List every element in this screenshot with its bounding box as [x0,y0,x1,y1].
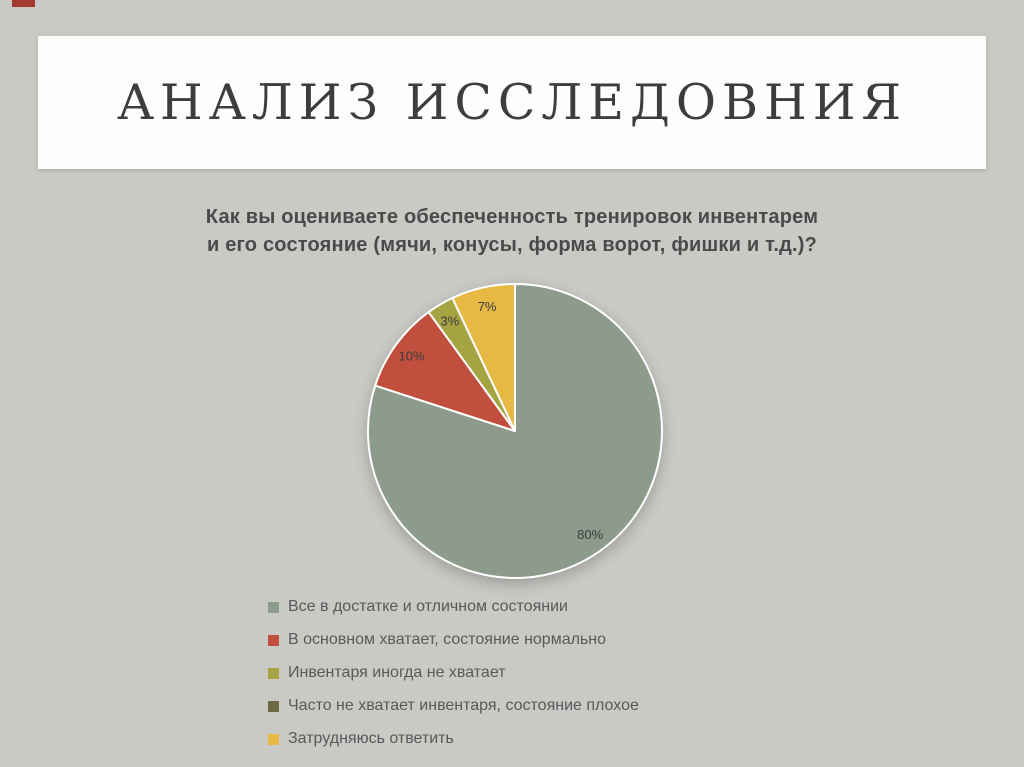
pie-slice-label: 3% [441,313,460,328]
legend-swatch [268,601,279,613]
pie-slice-label: 10% [398,348,424,363]
legend-item: Все в достатке и отличном состоянии [268,597,639,617]
pie-chart: 80% 10% 3% 7% [315,231,715,631]
legend-item: Часто не хватает инвентаря, состояние пл… [268,696,639,716]
slide-corner-accent [12,0,35,7]
question-line-2: и его состояние (мячи, конусы, форма вор… [206,234,818,256]
legend-swatch [268,634,279,646]
chart-question: Как вы оцениваете обеспеченность трениро… [0,203,1024,259]
chart-legend: Все в достатке и отличном состоянии В осн… [268,597,639,762]
pie-slice [451,283,516,432]
pie-slice [374,311,516,432]
pie-chart-svg: 80% 10% 3% 7% [367,283,663,579]
legend-label: Часто не хватает инвентаря, состояние пл… [288,697,639,714]
pie-slice-label: 7% [478,299,497,314]
slide-title: АНАЛИЗ ИССЛЕДОВНИЯ [116,74,908,131]
pie-slice-label: 80% [577,527,603,542]
legend-label: В основном хватает, состояние нормально [288,631,606,648]
legend-swatch [268,733,279,745]
legend-swatch [268,667,279,679]
legend-item: Инвентаря иногда не хватает [268,663,639,683]
legend-label: Затрудняюсь ответить [288,730,454,747]
legend-label: Инвентаря иногда не хватает [288,664,506,681]
legend-item: В основном хватает, состояние нормально [268,630,639,650]
title-banner: АНАЛИЗ ИССЛЕДОВНИЯ [38,36,986,169]
legend-item: Затрудняюсь ответить [268,729,639,749]
legend-swatch [268,700,279,712]
legend-label: Все в достатке и отличном состоянии [288,598,568,615]
question-line-1: Как вы оцениваете обеспеченность трениро… [205,206,819,228]
